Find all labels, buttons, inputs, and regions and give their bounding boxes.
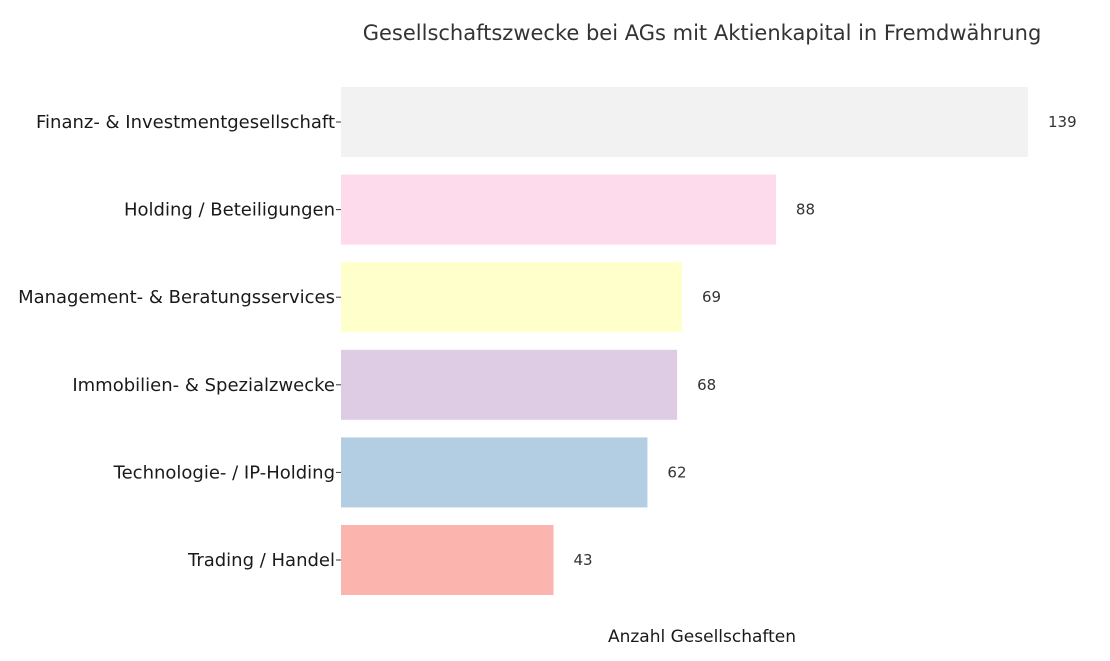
category-label-5: Technologie- / IP-Holding bbox=[113, 462, 335, 483]
bar-6 bbox=[341, 525, 554, 595]
value-label-3: 69 bbox=[702, 288, 721, 306]
category-label-6: Trading / Handel bbox=[187, 550, 335, 571]
x-axis-label: Anzahl Gesellschaften bbox=[608, 627, 796, 647]
bar-3 bbox=[341, 262, 683, 333]
chart-title: Gesellschaftszwecke bei AGs mit Aktienka… bbox=[363, 21, 1042, 45]
bar-5 bbox=[341, 437, 648, 508]
value-label-4: 68 bbox=[697, 376, 716, 394]
category-label-1: Finanz- & Investmentgesellschaft bbox=[36, 112, 335, 133]
category-labels-layer: Finanz- & Investmentgesellschaft Holding … bbox=[18, 112, 341, 571]
value-label-6: 43 bbox=[574, 551, 593, 569]
bar-1 bbox=[341, 87, 1028, 157]
category-label-4: Immobilien- & Spezialzwecke bbox=[72, 375, 335, 396]
bar-4 bbox=[341, 349, 678, 420]
value-label-1: 139 bbox=[1048, 113, 1077, 131]
value-label-2: 88 bbox=[796, 201, 815, 219]
bar-2 bbox=[341, 174, 776, 245]
category-label-3: Management- & Beratungsservices bbox=[18, 287, 335, 308]
bars-layer bbox=[341, 87, 1028, 595]
value-labels-layer: 139 88 69 68 62 43 bbox=[574, 113, 1077, 569]
category-label-2: Holding / Beteiligungen bbox=[124, 200, 335, 221]
value-label-5: 62 bbox=[667, 463, 686, 481]
